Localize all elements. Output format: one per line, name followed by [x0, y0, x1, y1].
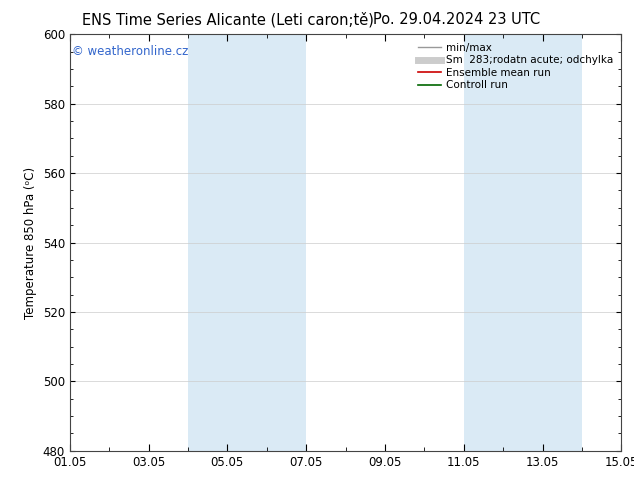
Legend: min/max, Sm  283;rodatn acute; odchylka, Ensemble mean run, Controll run: min/max, Sm 283;rodatn acute; odchylka, …	[415, 40, 616, 94]
Bar	[188, 34, 306, 451]
Text: © weatheronline.cz: © weatheronline.cz	[72, 45, 189, 58]
Text: Po. 29.04.2024 23 UTC: Po. 29.04.2024 23 UTC	[373, 12, 540, 27]
Y-axis label: Temperature 850 hPa (ᵒC): Temperature 850 hPa (ᵒC)	[24, 167, 37, 318]
Text: ENS Time Series Alicante (Leti caron;tě): ENS Time Series Alicante (Leti caron;tě)	[82, 12, 374, 28]
Bar	[463, 34, 582, 451]
